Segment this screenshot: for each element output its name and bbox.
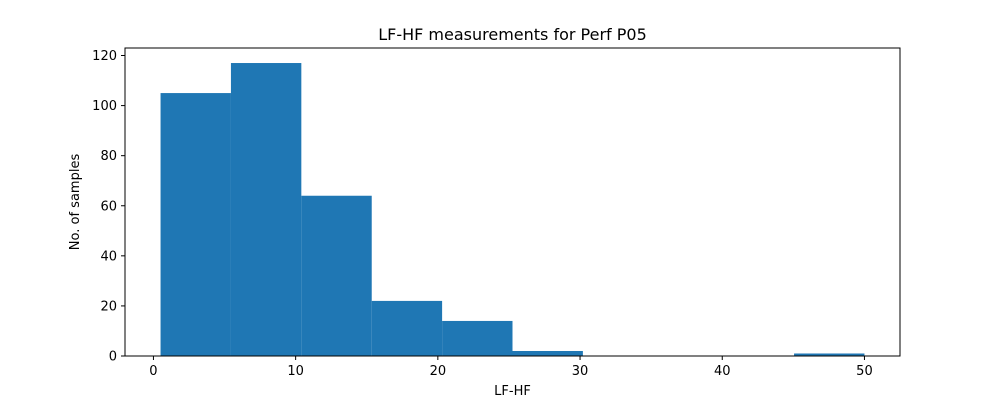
bars-group [160, 63, 865, 357]
histogram-bar [160, 93, 231, 356]
histogram-bar [442, 320, 513, 356]
x-tick-label: 10 [287, 364, 304, 379]
y-axis-ticks: 0 20 40 60 80 100 120 [92, 49, 125, 365]
x-tick-label: 40 [714, 364, 731, 379]
histogram-bar [230, 63, 302, 357]
x-tick-label: 20 [430, 364, 447, 379]
y-tick-label: 20 [100, 299, 117, 314]
histogram-bar [512, 350, 583, 356]
x-axis-label: LF-HF [494, 384, 531, 399]
x-tick-label: 50 [856, 364, 873, 379]
y-tick-label: 100 [92, 99, 117, 114]
y-tick-label: 40 [100, 249, 117, 264]
x-tick-label: 0 [149, 364, 157, 379]
y-tick-label: 120 [92, 49, 117, 64]
histogram-bar [371, 300, 443, 356]
x-tick-label: 30 [572, 364, 589, 379]
chart-title: LF-HF measurements for Perf P05 [378, 25, 647, 44]
y-axis-label: No. of samples [68, 154, 83, 251]
histogram-bar [301, 195, 372, 356]
y-tick-label: 80 [100, 149, 117, 164]
histogram-bar [794, 353, 865, 356]
y-tick-label: 60 [100, 199, 117, 214]
plot-frame [124, 47, 901, 357]
x-axis-ticks: 0 10 20 30 40 50 [149, 356, 873, 379]
y-tick-label: 0 [109, 350, 117, 365]
